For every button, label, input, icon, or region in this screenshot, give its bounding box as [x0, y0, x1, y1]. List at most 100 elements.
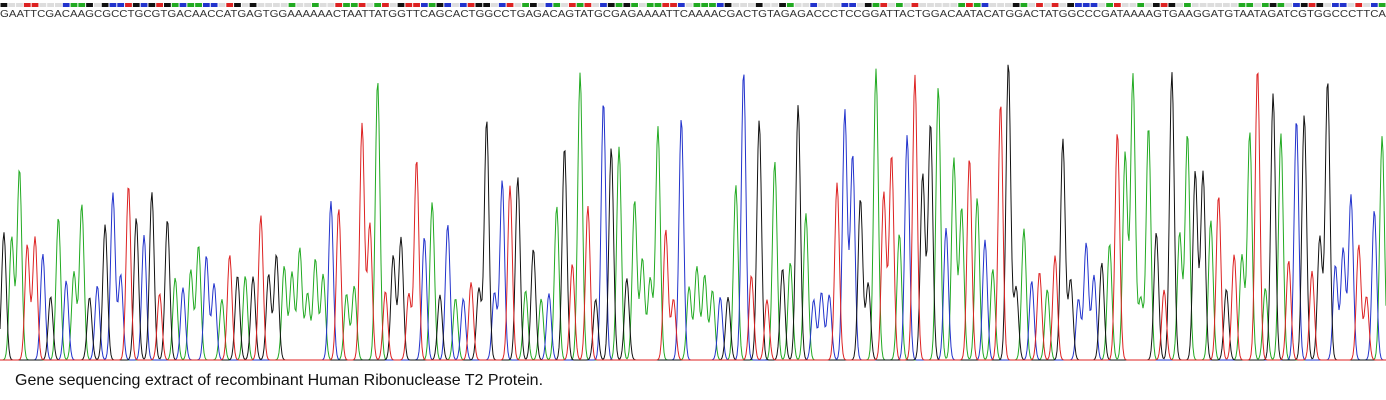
quality-bar — [677, 3, 685, 7]
quality-bar — [389, 3, 397, 7]
quality-bar — [989, 3, 997, 7]
quality-bar — [638, 3, 646, 7]
quality-bar — [304, 3, 311, 7]
quality-bar — [911, 3, 919, 7]
quality-bar — [8, 3, 16, 7]
quality-bar — [483, 3, 491, 7]
quality-bar — [607, 3, 615, 7]
quality-bar — [919, 3, 927, 7]
quality-bar — [413, 3, 420, 7]
quality-bar — [1355, 3, 1363, 7]
quality-bar — [771, 3, 779, 7]
quality-bar — [748, 3, 755, 7]
quality-bar — [405, 3, 413, 7]
quality-bar — [561, 3, 568, 7]
quality-bar — [23, 3, 31, 7]
quality-bar — [1316, 3, 1324, 7]
quality-bar — [78, 3, 86, 7]
quality-bar — [343, 3, 350, 7]
quality-bar — [1082, 3, 1090, 7]
base-sequence: GAATTCGACAAGCGCCTGCGTGACAACCATGAGTGGAAAA… — [0, 9, 1386, 20]
quality-bar — [249, 3, 257, 7]
quality-bar — [1347, 3, 1355, 7]
quality-bar — [1098, 3, 1106, 7]
quality-bar — [880, 3, 888, 7]
quality-bar — [132, 3, 140, 7]
quality-bar — [1324, 3, 1331, 7]
quality-bar — [1059, 3, 1067, 7]
quality-bar — [927, 3, 934, 7]
quality-bar — [257, 3, 265, 7]
quality-bar — [1090, 3, 1098, 7]
quality-bar — [117, 3, 125, 7]
quality-bar — [584, 3, 592, 7]
quality-bar — [350, 3, 358, 7]
quality-bar — [522, 3, 529, 7]
quality-bar — [1339, 3, 1347, 7]
quality-bar — [1293, 3, 1300, 7]
quality-bar — [576, 3, 584, 7]
quality-bar — [1285, 3, 1293, 7]
quality-bar — [763, 3, 771, 7]
quality-bar — [101, 3, 109, 7]
quality-bar — [16, 3, 23, 7]
quality-bar — [491, 3, 498, 7]
quality-bar — [833, 3, 841, 7]
quality-bar — [335, 3, 343, 7]
quality-bar — [1176, 3, 1184, 7]
quality-bar — [895, 3, 903, 7]
quality-bar — [1043, 3, 1051, 7]
quality-bar — [1199, 3, 1207, 7]
quality-bar — [942, 3, 950, 7]
quality-bar — [709, 3, 716, 7]
quality-bar — [1230, 3, 1238, 7]
quality-bar — [397, 3, 405, 7]
quality-bar — [234, 3, 241, 7]
quality-bar — [148, 3, 156, 7]
quality-bar — [0, 3, 8, 7]
quality-bar — [39, 3, 47, 7]
quality-bar — [529, 3, 537, 7]
quality-bar — [1238, 3, 1246, 7]
quality-bar — [179, 3, 187, 7]
quality-bar — [1113, 3, 1121, 7]
quality-bar — [1261, 3, 1269, 7]
quality-bar — [273, 3, 280, 7]
quality-bar — [568, 3, 576, 7]
quality-bar — [514, 3, 522, 7]
quality-bar — [631, 3, 638, 7]
quality-bar — [210, 3, 218, 7]
quality-bar — [537, 3, 545, 7]
quality-bar — [1222, 3, 1230, 7]
quality-bar — [374, 3, 382, 7]
quality-bar — [903, 3, 911, 7]
quality-bar — [195, 3, 202, 7]
quality-bar — [327, 3, 335, 7]
quality-bar — [1207, 3, 1215, 7]
quality-bar — [623, 3, 631, 7]
quality-bar — [382, 3, 389, 7]
quality-bar — [1145, 3, 1152, 7]
quality-bar — [436, 3, 444, 7]
quality-bar — [693, 3, 701, 7]
quality-bar — [1378, 3, 1386, 7]
quality-bar — [958, 3, 966, 7]
quality-bar — [553, 3, 561, 7]
quality-bar — [1067, 3, 1075, 7]
quality-bar — [475, 3, 483, 7]
quality-bar — [1246, 3, 1254, 7]
quality-bar — [841, 3, 849, 7]
quality-bar — [1121, 3, 1129, 7]
quality-bar — [973, 3, 981, 7]
quality-bar — [950, 3, 958, 7]
quality-bar — [1137, 3, 1145, 7]
quality-bar — [997, 3, 1004, 7]
quality-bar — [966, 3, 973, 7]
quality-bar — [654, 3, 662, 7]
quality-bar — [1036, 3, 1043, 7]
quality-bar — [187, 3, 195, 7]
quality-bar — [93, 3, 101, 7]
quality-bar — [506, 3, 514, 7]
quality-bar — [1012, 3, 1020, 7]
